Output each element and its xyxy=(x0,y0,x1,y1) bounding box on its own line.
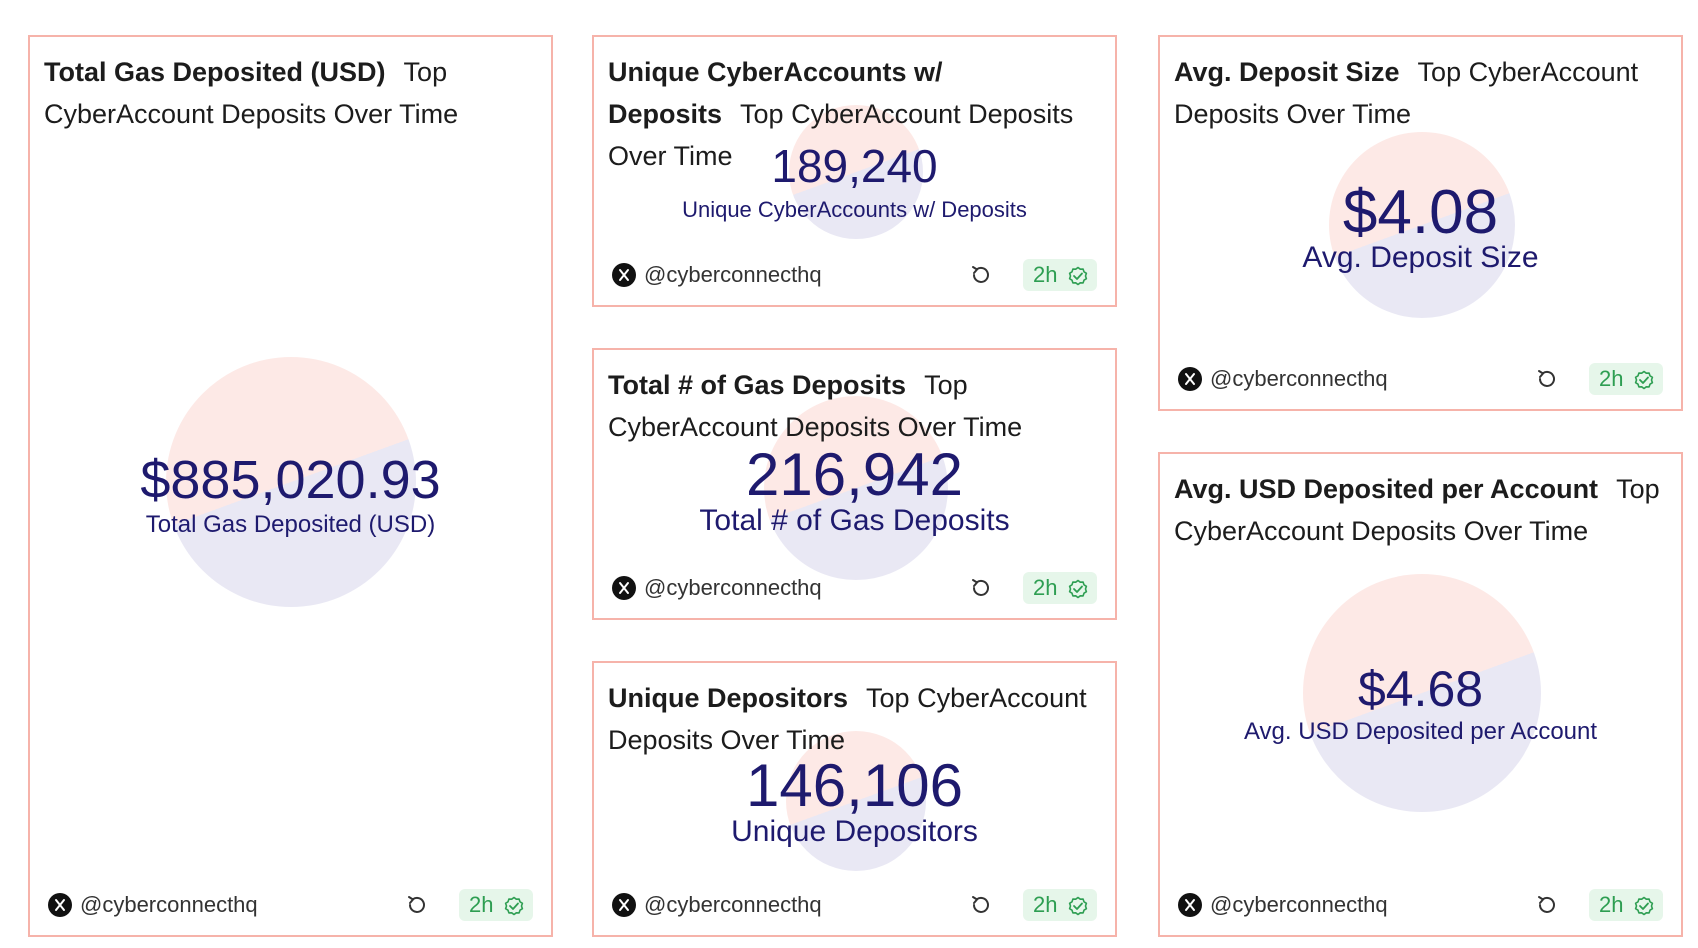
counter-value: $4.68 xyxy=(1357,661,1484,717)
check-circle-icon xyxy=(1067,264,1089,286)
card-footer: @cyberconnecthq 2h xyxy=(48,889,533,921)
freshness-text: 2h xyxy=(469,892,494,917)
freshness-badge: 2h xyxy=(1589,889,1663,921)
check-circle-icon xyxy=(1067,894,1089,916)
counter-value: $885,020.93 xyxy=(140,450,441,510)
freshness-badge: 2h xyxy=(1023,889,1097,921)
decorative-circle xyxy=(786,731,926,871)
card-footer: @cyberconnecthq 2h xyxy=(1178,889,1663,921)
freshness-badge: 2h xyxy=(1023,572,1097,604)
check-circle-icon xyxy=(1067,577,1089,599)
card-subtitle: Top CyberAccount Deposits Over Time xyxy=(1174,474,1660,546)
card-subtitle: Top CyberAccount Deposits Over Time xyxy=(44,57,459,129)
counter-label: Total # of Gas Deposits xyxy=(699,504,1010,537)
counter-card-total-gas-deposits: Total # of Gas Deposits Top CyberAccount … xyxy=(592,348,1117,620)
freshness-text: 2h xyxy=(1033,892,1058,917)
x-logo-icon xyxy=(1178,893,1202,917)
counter-value: 189,240 xyxy=(771,140,938,192)
card-subtitle: Top CyberAccount Deposits Over Time xyxy=(608,99,1074,171)
check-circle-icon xyxy=(503,894,525,916)
refresh-icon[interactable] xyxy=(1535,893,1559,917)
card-title-name: Avg. USD Deposited per Account xyxy=(1174,474,1599,504)
card-title[interactable]: Total Gas Deposited (USD) Top CyberAccoun… xyxy=(44,51,539,135)
card-title[interactable]: Unique CyberAccounts w/ Deposits Top Cybe… xyxy=(608,51,1103,177)
freshness-text: 2h xyxy=(1599,366,1624,391)
card-title[interactable]: Avg. Deposit Size Top CyberAccount Deposi… xyxy=(1174,51,1669,135)
card-title[interactable]: Total # of Gas Deposits Top CyberAccount … xyxy=(608,364,1103,448)
refresh-icon[interactable] xyxy=(1535,367,1559,391)
counter-label: Unique CyberAccounts w/ Deposits xyxy=(682,197,1027,222)
decorative-circle xyxy=(1329,132,1515,318)
card-subtitle: Top CyberAccount Deposits Over Time xyxy=(608,370,1023,442)
card-title-name: Unique Depositors xyxy=(608,683,849,713)
counter-label: Avg. Deposit Size xyxy=(1302,241,1539,274)
x-logo-icon xyxy=(1178,367,1202,391)
refresh-icon[interactable] xyxy=(969,576,993,600)
author-handle[interactable]: @cyberconnecthq xyxy=(80,892,258,917)
card-title-name: Unique CyberAccounts w/ Deposits xyxy=(608,57,943,129)
counter-card-total-gas-deposited: Total Gas Deposited (USD) Top CyberAccoun… xyxy=(28,35,553,937)
card-subtitle: Top CyberAccount Deposits Over Time xyxy=(608,683,1087,755)
x-logo-icon xyxy=(612,893,636,917)
card-footer: @cyberconnecthq 2h xyxy=(612,259,1097,291)
decorative-circle xyxy=(764,396,948,580)
card-footer: @cyberconnecthq 2h xyxy=(612,572,1097,604)
decorative-circle xyxy=(166,357,416,607)
counter-label: Total Gas Deposited (USD) xyxy=(145,511,436,538)
freshness-badge: 2h xyxy=(459,889,533,921)
counter-label: Avg. USD Deposited per Account xyxy=(1243,718,1598,745)
freshness-text: 2h xyxy=(1033,575,1058,600)
card-footer: @cyberconnecthq 2h xyxy=(612,889,1097,921)
x-logo-icon xyxy=(612,576,636,600)
counter-label: Unique Depositors xyxy=(731,815,978,848)
freshness-text: 2h xyxy=(1599,892,1624,917)
refresh-icon[interactable] xyxy=(969,263,993,287)
card-title[interactable]: Unique Depositors Top CyberAccount Deposi… xyxy=(608,677,1103,761)
freshness-badge: 2h xyxy=(1023,259,1097,291)
check-circle-icon xyxy=(1633,368,1655,390)
counter-card-avg-usd-per-account: Avg. USD Deposited per Account Top CyberA… xyxy=(1158,452,1683,937)
card-subtitle: Top CyberAccount Deposits Over Time xyxy=(1174,57,1639,129)
counter-value: $4.08 xyxy=(1342,178,1499,247)
author-handle[interactable]: @cyberconnecthq xyxy=(644,262,822,287)
counter-card-unique-cyberaccounts: Unique CyberAccounts w/ Deposits Top Cybe… xyxy=(592,35,1117,307)
author-handle[interactable]: @cyberconnecthq xyxy=(644,892,822,917)
card-footer: @cyberconnecthq 2h xyxy=(1178,363,1663,395)
refresh-icon[interactable] xyxy=(405,893,429,917)
x-logo-icon xyxy=(612,263,636,287)
refresh-icon[interactable] xyxy=(969,893,993,917)
card-title-name: Total # of Gas Deposits xyxy=(608,370,907,400)
counter-card-avg-deposit-size: Avg. Deposit Size Top CyberAccount Deposi… xyxy=(1158,35,1683,411)
decorative-circle xyxy=(1303,574,1541,812)
counter-value: 146,106 xyxy=(746,752,963,819)
card-title-name: Avg. Deposit Size xyxy=(1174,57,1400,87)
x-logo-icon xyxy=(48,893,72,917)
card-title[interactable]: Avg. USD Deposited per Account Top CyberA… xyxy=(1174,468,1669,552)
check-circle-icon xyxy=(1633,894,1655,916)
freshness-text: 2h xyxy=(1033,262,1058,287)
card-title-name: Total Gas Deposited (USD) xyxy=(44,57,386,87)
author-handle[interactable]: @cyberconnecthq xyxy=(1210,892,1388,917)
counter-value: 216,942 xyxy=(746,441,963,508)
author-handle[interactable]: @cyberconnecthq xyxy=(644,575,822,600)
freshness-badge: 2h xyxy=(1589,363,1663,395)
author-handle[interactable]: @cyberconnecthq xyxy=(1210,366,1388,391)
decorative-circle xyxy=(789,105,923,239)
counter-card-unique-depositors: Unique Depositors Top CyberAccount Deposi… xyxy=(592,661,1117,937)
